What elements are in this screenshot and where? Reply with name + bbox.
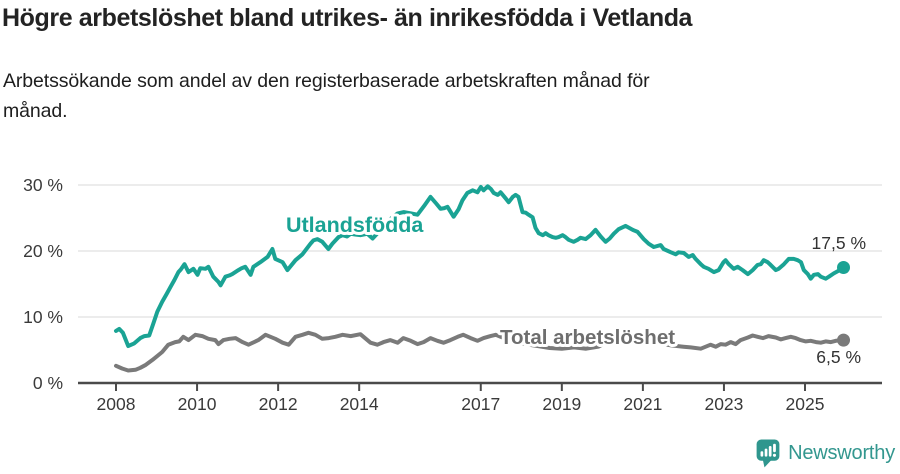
gridlines <box>78 184 882 318</box>
brand-name: Newsworthy <box>788 442 895 464</box>
x-tick-label-2012: 2012 <box>259 394 298 414</box>
x-tick-label-2021: 2021 <box>623 394 662 414</box>
y-tick-label-30: 30 % <box>23 175 63 195</box>
page-title: Högre arbetslöshet bland utrikes- än inr… <box>2 4 693 32</box>
series-label-1: Total arbetslöshet <box>500 326 675 349</box>
x-tick-label-2014: 2014 <box>340 394 379 414</box>
x-axis <box>78 381 882 391</box>
chart-subtitle: Arbetssökande som andel av den registerb… <box>3 70 650 122</box>
y-tick-label-10: 10 % <box>23 307 63 327</box>
series-label-0: Utlandsfödda <box>286 213 424 237</box>
brand-footer: Newsworthy <box>755 439 895 468</box>
series-end-value-1: 6,5 % <box>816 347 861 367</box>
series-annotations: Utlandsfödda 17,5 % Total arbetslöshet 6,5 … <box>283 210 866 367</box>
y-tick-label-20: 20 % <box>23 241 63 261</box>
x-tick-label-2010: 2010 <box>178 394 217 414</box>
series-end-value-0: 17,5 % <box>812 233 866 253</box>
newsworthy-logo-icon <box>756 439 780 468</box>
y-tick-label-0: 0 % <box>33 373 63 393</box>
data-series <box>114 184 851 373</box>
series-end-dot-1 <box>837 333 851 347</box>
series-end-dot-0 <box>837 261 851 274</box>
x-tick-label-2017: 2017 <box>461 394 500 414</box>
series-line-0 <box>114 184 846 348</box>
x-tick-label-2008: 2008 <box>97 394 136 414</box>
axis-labels: 0 % 10 % 20 % 30 % 2008 2010 2012 2014 2017 2019 2… <box>23 175 824 414</box>
x-tick-label-2019: 2019 <box>542 394 581 414</box>
x-tick-label-2023: 2023 <box>704 394 743 414</box>
x-tick-label-2025: 2025 <box>786 394 825 414</box>
series-line-1 <box>114 330 846 373</box>
